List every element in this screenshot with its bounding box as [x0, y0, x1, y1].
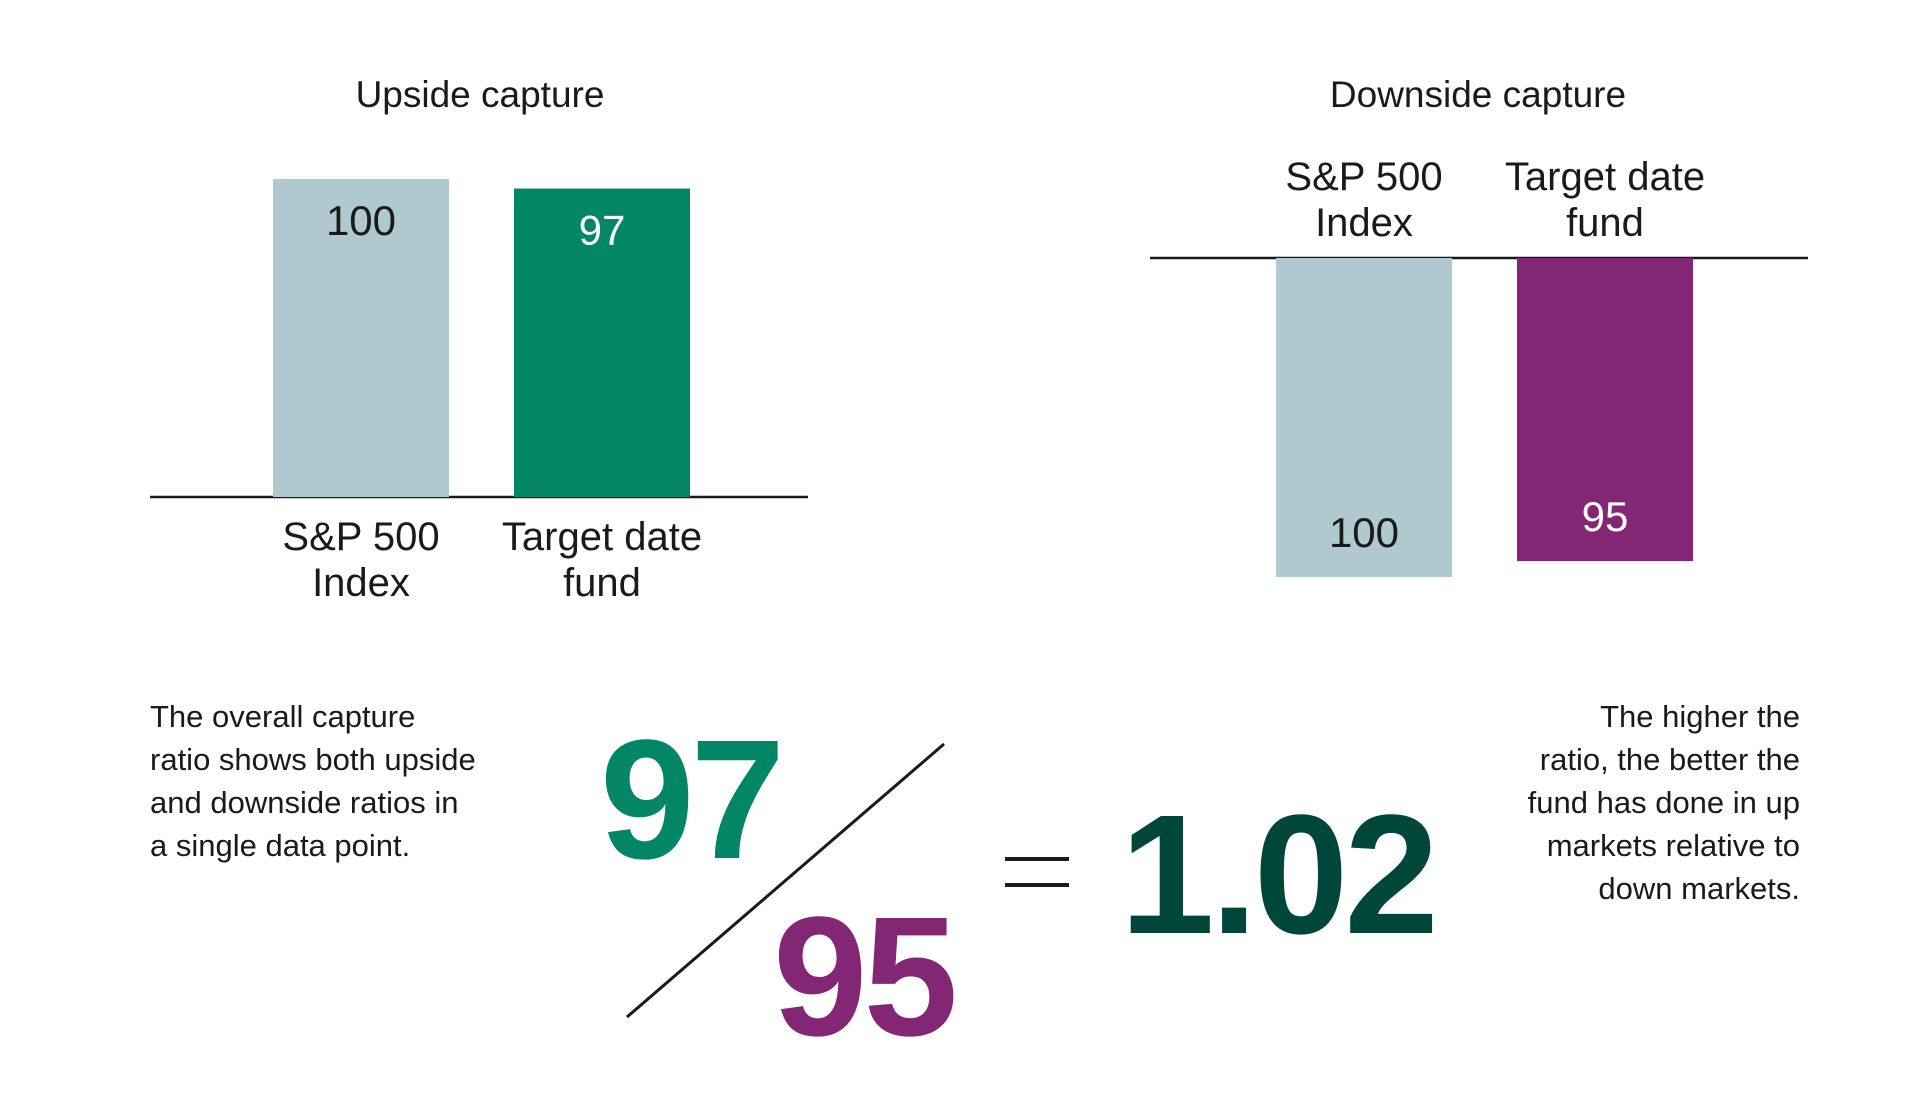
upside-category-label: Target date: [502, 515, 702, 559]
ratio-denominator: 95: [773, 882, 958, 1072]
left-explanation-note: The overall capture ratio shows both ups…: [150, 695, 550, 867]
downside-chart-title: Downside capture: [1330, 74, 1626, 115]
downside-category-label: Target date: [1505, 155, 1705, 199]
left-note-line: and downside ratios in: [150, 785, 459, 820]
left-note-line: The overall capture: [150, 699, 416, 734]
left-note-line: ratio shows both upside: [150, 742, 476, 777]
downside-bar-1: [1276, 258, 1452, 577]
downside-bar-value-2: 95: [1582, 493, 1629, 540]
downside-category-label: S&P 500: [1285, 155, 1442, 199]
right-note-line: markets relative to: [1546, 828, 1800, 863]
right-explanation-note: The higher the ratio, the better the fun…: [1400, 695, 1800, 910]
upside-bar-2: [514, 188, 690, 498]
upside-category-label: S&P 500: [282, 515, 439, 559]
right-note-line: fund has done in up: [1527, 785, 1800, 820]
right-note-line: down markets.: [1598, 871, 1800, 906]
downside-category-label: fund: [1566, 201, 1644, 245]
equals-sign: [1005, 855, 1069, 887]
upside-bar-value-2: 97: [579, 207, 626, 254]
downside-bar-2: [1517, 258, 1693, 562]
upside-category-label: fund: [563, 561, 641, 605]
ratio-numerator: 97: [600, 705, 785, 895]
upside-bar-value-1: 100: [326, 197, 396, 244]
fraction-slash: [626, 742, 945, 1019]
downside-bar-value-1: 100: [1329, 509, 1399, 556]
upside-category-label: Index: [312, 561, 410, 605]
downside-category-label: Index: [1315, 201, 1413, 245]
right-note-line: The higher the: [1600, 699, 1800, 734]
left-note-line: a single data point.: [150, 828, 411, 863]
upside-chart-title: Upside capture: [356, 74, 605, 115]
right-note-line: ratio, the better the: [1539, 742, 1800, 777]
upside-bar-1: [273, 179, 449, 497]
capture-ratio-result: 1.02: [1120, 780, 1439, 970]
